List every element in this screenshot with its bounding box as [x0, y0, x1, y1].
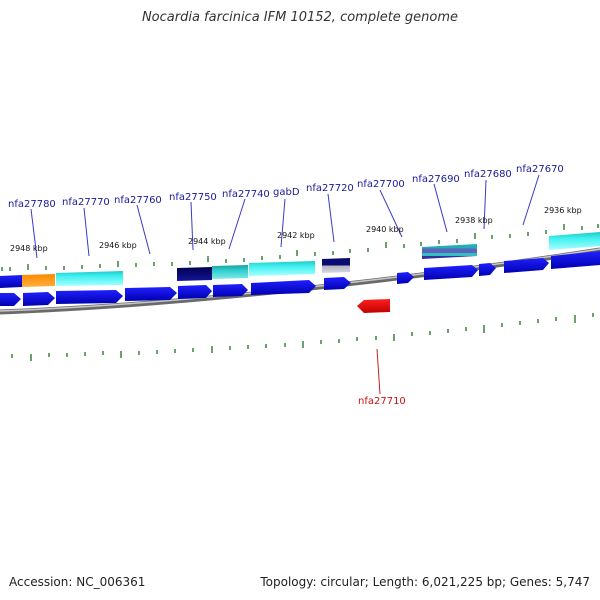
cds-feature-reverse[interactable]: [357, 299, 390, 313]
scale-label: 2936 kbp: [544, 206, 582, 215]
gene-label[interactable]: gabD: [273, 187, 300, 198]
cds-feature[interactable]: [549, 232, 600, 250]
cds-feature[interactable]: [213, 284, 248, 297]
scale-labels: 2948 kbp 2946 kbp 2944 kbp 2942 kbp 2940…: [10, 206, 582, 253]
gene-label-reverse[interactable]: nfa27710: [358, 396, 406, 407]
map-title: Nocardia farcinica IFM 10152, complete g…: [141, 10, 459, 25]
cds-feature[interactable]: [0, 293, 21, 306]
cds-feature[interactable]: [397, 272, 414, 284]
gene-label[interactable]: nfa27680: [464, 169, 512, 180]
cds-feature[interactable]: [479, 263, 496, 276]
cds-feature[interactable]: [212, 265, 248, 279]
cds-feature[interactable]: [56, 290, 123, 304]
cds-feature[interactable]: [125, 287, 177, 301]
cds-feature[interactable]: [424, 265, 478, 280]
gene-label[interactable]: nfa27700: [357, 179, 405, 190]
cds-feature[interactable]: [324, 277, 351, 290]
scale-label: 2946 kbp: [99, 241, 137, 250]
gene-label[interactable]: nfa27740: [222, 189, 270, 200]
cds-feature[interactable]: [0, 275, 22, 288]
cds-feature[interactable]: [178, 285, 212, 299]
gene-leader-lines: [30, 174, 540, 259]
gene-label[interactable]: nfa27670: [516, 164, 564, 175]
gene-label[interactable]: nfa27780: [8, 199, 56, 210]
gene-labels: nfa27780 nfa27770 nfa27760 nfa27750 nfa2…: [8, 164, 564, 407]
scale-label: 2948 kbp: [10, 244, 48, 253]
cds-feature[interactable]: [551, 251, 600, 269]
cds-feature[interactable]: [251, 280, 316, 295]
cds-feature[interactable]: [22, 274, 55, 287]
cds-feature[interactable]: [504, 258, 549, 273]
cds-feature[interactable]: [322, 258, 350, 273]
scale-label: 2938 kbp: [455, 216, 493, 225]
gene-label[interactable]: nfa27720: [306, 183, 354, 194]
gene-label[interactable]: nfa27760: [114, 195, 162, 206]
gene-leader-line-reverse: [376, 348, 381, 395]
inner-scale-ticks: [11, 313, 594, 361]
cds-feature[interactable]: [56, 271, 123, 286]
scale-label: 2940 kbp: [366, 225, 404, 234]
genome-summary-text: Topology: circular; Length: 6,021,225 bp…: [260, 575, 590, 589]
forward-track-inner: [0, 251, 600, 306]
cds-feature[interactable]: [177, 267, 212, 281]
scale-label: 2944 kbp: [188, 237, 226, 246]
cds-feature[interactable]: [422, 244, 477, 259]
gene-label[interactable]: nfa27770: [62, 197, 110, 208]
outer-scale-ticks: [1, 224, 599, 271]
cds-feature[interactable]: [23, 292, 55, 306]
scale-label: 2942 kbp: [277, 231, 315, 240]
accession-text: Accession: NC_006361: [9, 575, 146, 589]
gene-label[interactable]: nfa27690: [412, 174, 460, 185]
forward-track-outer: [0, 232, 600, 288]
cds-feature[interactable]: [249, 261, 315, 276]
gene-label[interactable]: nfa27750: [169, 192, 217, 203]
